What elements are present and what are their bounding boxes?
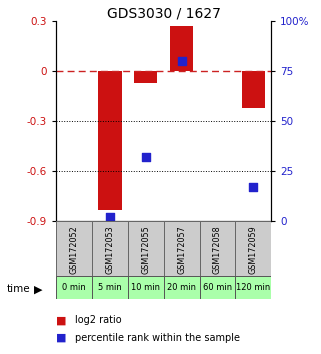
Bar bbox=[56, 276, 92, 299]
Point bbox=[179, 58, 184, 64]
Text: GSM172053: GSM172053 bbox=[105, 225, 115, 274]
Bar bbox=[164, 276, 200, 299]
Text: GSM172055: GSM172055 bbox=[141, 225, 150, 274]
Text: ▶: ▶ bbox=[34, 284, 43, 294]
Text: GSM172058: GSM172058 bbox=[213, 225, 222, 274]
Bar bbox=[128, 276, 164, 299]
Bar bbox=[200, 221, 235, 278]
Text: time: time bbox=[6, 284, 30, 294]
Point bbox=[143, 154, 148, 160]
Point bbox=[251, 184, 256, 190]
Bar bbox=[200, 276, 235, 299]
Text: GSM172052: GSM172052 bbox=[70, 225, 79, 274]
Bar bbox=[134, 71, 157, 83]
Bar bbox=[242, 71, 265, 108]
Text: percentile rank within the sample: percentile rank within the sample bbox=[75, 333, 240, 343]
Text: 0 min: 0 min bbox=[62, 283, 86, 292]
Text: 5 min: 5 min bbox=[98, 283, 122, 292]
Bar bbox=[92, 276, 128, 299]
Bar bbox=[128, 221, 164, 278]
Bar bbox=[235, 276, 271, 299]
Bar bbox=[56, 221, 92, 278]
Text: GSM172057: GSM172057 bbox=[177, 225, 186, 274]
Text: 120 min: 120 min bbox=[236, 283, 271, 292]
Bar bbox=[170, 26, 193, 71]
Text: 10 min: 10 min bbox=[131, 283, 160, 292]
Bar bbox=[98, 71, 122, 210]
Bar bbox=[92, 221, 128, 278]
Text: 20 min: 20 min bbox=[167, 283, 196, 292]
Bar bbox=[235, 221, 271, 278]
Text: GSM172059: GSM172059 bbox=[249, 225, 258, 274]
Text: 60 min: 60 min bbox=[203, 283, 232, 292]
Text: ■: ■ bbox=[56, 333, 67, 343]
Text: log2 ratio: log2 ratio bbox=[75, 315, 122, 325]
Bar bbox=[164, 221, 200, 278]
Point bbox=[107, 215, 112, 220]
Title: GDS3030 / 1627: GDS3030 / 1627 bbox=[107, 6, 221, 20]
Text: ■: ■ bbox=[56, 315, 67, 325]
